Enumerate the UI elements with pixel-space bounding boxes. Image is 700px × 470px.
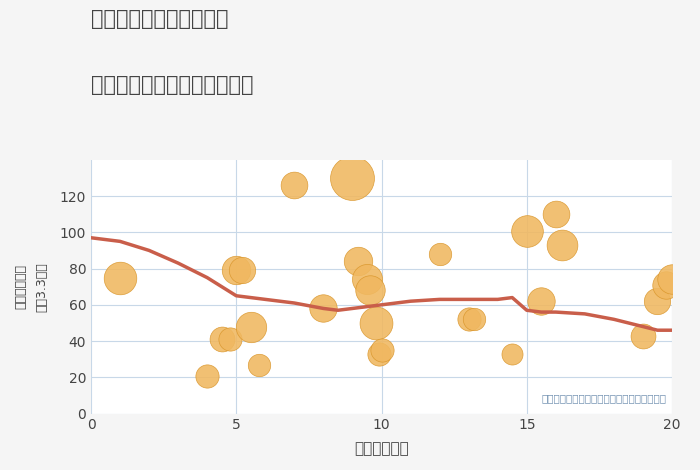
Point bbox=[346, 174, 358, 182]
Point bbox=[652, 298, 663, 305]
Point bbox=[318, 305, 329, 312]
Point bbox=[521, 227, 532, 234]
X-axis label: 駅距離（分）: 駅距離（分） bbox=[354, 441, 409, 456]
Text: 駅距離別中古マンション価格: 駅距離別中古マンション価格 bbox=[91, 75, 253, 95]
Point bbox=[536, 298, 547, 305]
Point bbox=[202, 372, 213, 379]
Point bbox=[361, 276, 372, 283]
Text: 岐阜県関市武芸川町平の: 岐阜県関市武芸川町平の bbox=[91, 9, 228, 30]
Point bbox=[550, 211, 561, 218]
Point bbox=[638, 332, 649, 339]
Point bbox=[434, 251, 445, 258]
Point bbox=[364, 287, 375, 294]
Point bbox=[353, 258, 364, 265]
Text: 坪（3.3㎡）: 坪（3.3㎡） bbox=[36, 262, 48, 312]
Point bbox=[469, 315, 480, 323]
Point bbox=[376, 346, 387, 354]
Text: 単価（万円）: 単価（万円） bbox=[15, 264, 27, 309]
Point bbox=[463, 315, 475, 323]
Point bbox=[114, 274, 126, 282]
Point bbox=[373, 350, 384, 358]
Point bbox=[231, 266, 242, 274]
Point bbox=[254, 361, 265, 368]
Point bbox=[556, 241, 567, 249]
Point bbox=[216, 336, 228, 343]
Point bbox=[666, 276, 678, 283]
Point bbox=[237, 266, 248, 274]
Point bbox=[225, 336, 236, 343]
Point bbox=[507, 350, 518, 358]
Point bbox=[289, 181, 300, 189]
Point bbox=[661, 281, 672, 289]
Point bbox=[245, 323, 256, 330]
Text: 円の大きさは、取引のあった物件面積を示す: 円の大きさは、取引のあった物件面積を示す bbox=[541, 393, 666, 403]
Point bbox=[370, 319, 382, 327]
